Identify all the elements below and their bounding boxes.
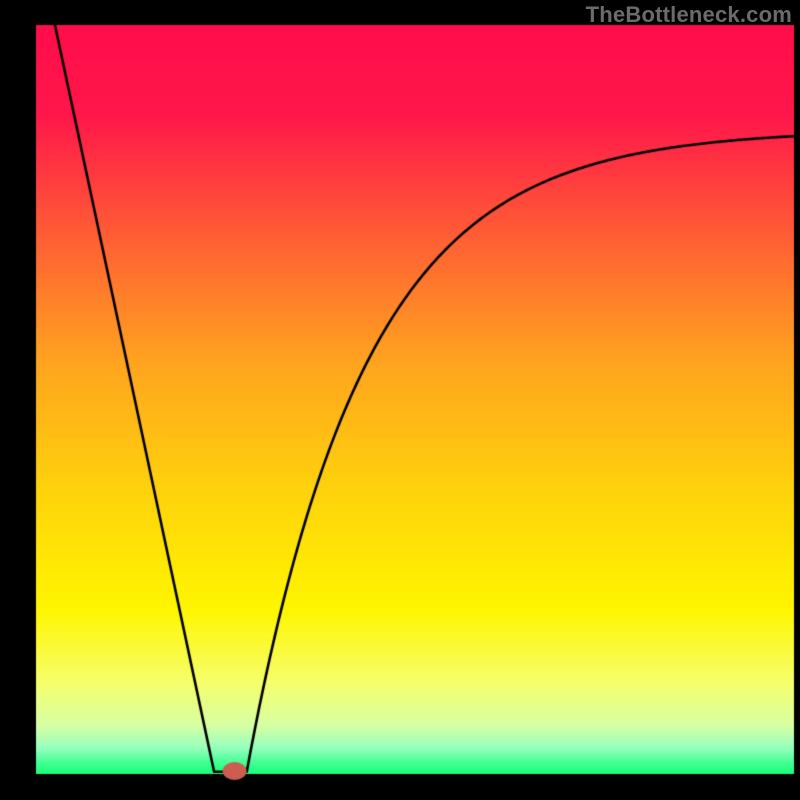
- watermark-text: TheBottleneck.com: [586, 2, 792, 28]
- bottleneck-curve-chart: [0, 0, 800, 800]
- chart-container: TheBottleneck.com: [0, 0, 800, 800]
